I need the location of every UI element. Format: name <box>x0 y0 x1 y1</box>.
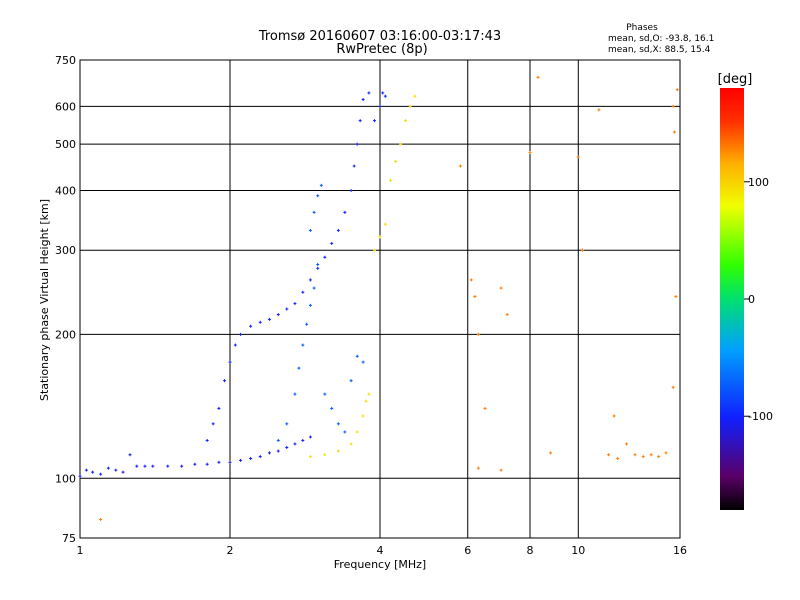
y-tick-label: 500 <box>55 138 76 151</box>
x-axis-ticks: 1 2 4 6 8 10 16 <box>77 544 688 557</box>
stats-heading: Phases <box>626 23 658 33</box>
series-f-layer-spread <box>276 183 365 442</box>
y-tick-label: 100 <box>55 472 76 485</box>
x-tick-label: 1 <box>77 544 84 557</box>
colorbar-ticks: 100 0 -100 <box>744 176 773 423</box>
series-noise <box>99 75 679 521</box>
y-tick-label: 75 <box>62 532 76 545</box>
y-tick-label: 600 <box>55 100 76 113</box>
series-f-layer-o-mode-trace <box>205 91 387 442</box>
chart-title: Tromsø 20160607 03:16:00-03:17:43 <box>258 29 501 44</box>
x-tick-label: 8 <box>527 544 534 557</box>
y-tick-label: 200 <box>55 328 76 341</box>
colorbar-tick-label: 0 <box>748 293 755 306</box>
x-tick-label: 4 <box>377 544 384 557</box>
x-tick-label: 6 <box>464 544 471 557</box>
series-e-layer-low-trace <box>78 435 312 478</box>
y-tick-label: 400 <box>55 184 76 197</box>
colorbar <box>720 88 744 510</box>
y-tick-label: 300 <box>55 244 76 257</box>
stats-line-x: mean, sd,X: 88.5, 15.4 <box>608 45 711 55</box>
x-tick-label: 2 <box>227 544 234 557</box>
series-x-mode-trace <box>308 94 417 459</box>
y-tick-label: 750 <box>55 54 76 67</box>
stats-line-o: mean, sd,O: -93.8, 16.1 <box>608 34 714 44</box>
grid <box>80 60 680 538</box>
x-axis-label: Frequency [MHz] <box>334 558 426 571</box>
colorbar-tick-label: -100 <box>748 410 773 423</box>
colorbar-label: [deg] <box>718 72 753 87</box>
chart-subtitle: RwPretec (8p) <box>336 42 427 57</box>
y-axis-label: Stationary phase Virtual Height [km] <box>38 199 51 401</box>
colorbar-tick-label: 100 <box>748 176 769 189</box>
x-tick-label: 10 <box>571 544 585 557</box>
x-tick-label: 16 <box>673 544 687 557</box>
scatter-points <box>78 75 679 521</box>
y-axis-ticks: 75 100 200 300 400 500 600 750 <box>55 54 76 545</box>
